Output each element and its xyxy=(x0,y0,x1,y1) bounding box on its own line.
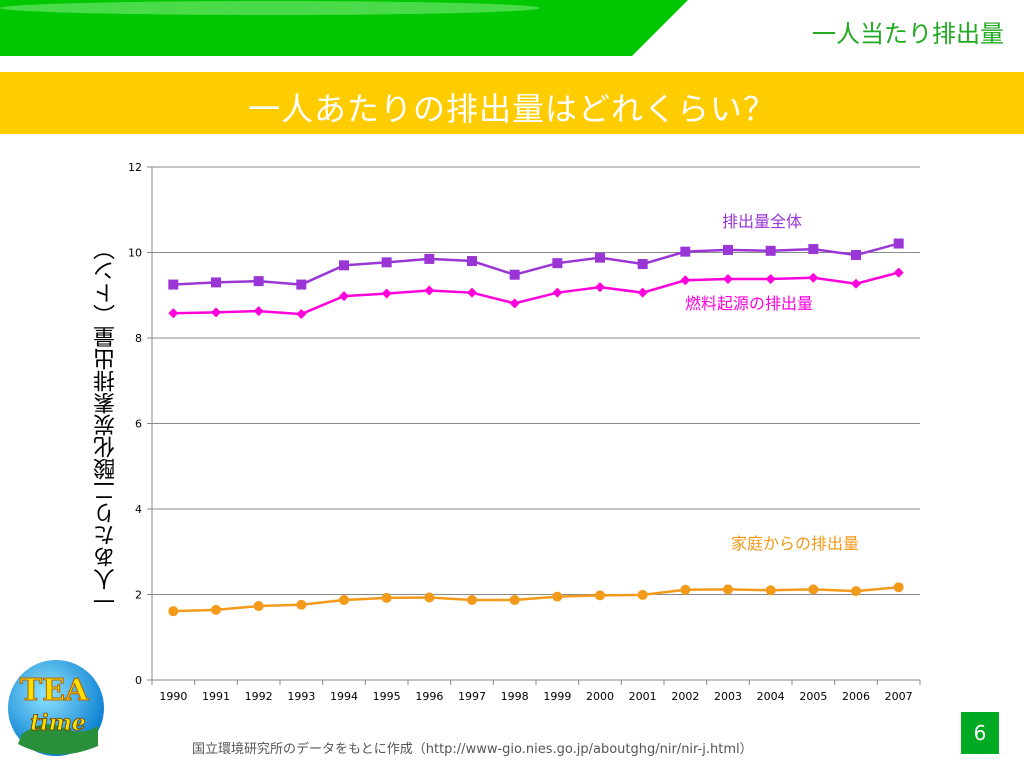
data-point xyxy=(168,606,179,617)
data-point xyxy=(851,586,861,597)
data-point xyxy=(552,287,563,298)
data-point xyxy=(808,244,819,255)
data-point xyxy=(211,604,221,615)
data-point xyxy=(509,298,520,309)
x-tick-label: 2000 xyxy=(586,690,614,703)
data-point xyxy=(467,287,477,298)
data-point xyxy=(765,585,776,596)
data-point xyxy=(637,589,648,600)
y-axis-label: 一人あたり二酸化炭素排出量（トン） xyxy=(94,238,119,613)
data-point xyxy=(296,309,307,320)
data-point xyxy=(424,592,435,603)
y-tick-label: 10 xyxy=(128,247,142,260)
data-point xyxy=(808,584,819,595)
data-point xyxy=(680,246,691,257)
y-tick-label: 2 xyxy=(135,589,142,602)
data-point xyxy=(253,276,264,287)
data-point xyxy=(680,275,691,286)
x-tick-label: 2006 xyxy=(842,690,870,703)
x-tick-label: 1990 xyxy=(159,690,187,703)
x-tick-label: 1997 xyxy=(458,690,486,703)
title-bar xyxy=(0,72,1024,134)
x-tick-label: 2003 xyxy=(714,690,742,703)
page-number: 6 xyxy=(961,712,999,754)
data-point xyxy=(211,307,221,318)
data-point xyxy=(381,592,392,603)
header-band: 一人当たり排出量 xyxy=(0,0,1024,56)
series-line xyxy=(173,242,899,286)
y-tick-label: 0 xyxy=(135,674,142,687)
data-point xyxy=(893,267,904,278)
data-point xyxy=(253,601,264,612)
data-point xyxy=(637,287,648,298)
data-point xyxy=(381,257,392,268)
data-point xyxy=(296,599,307,610)
data-point xyxy=(509,595,520,606)
x-tick-label: 1994 xyxy=(330,690,358,703)
x-tick-label: 2002 xyxy=(671,690,699,703)
x-tick-label: 2005 xyxy=(799,690,827,703)
x-tick-label: 1998 xyxy=(501,690,529,703)
x-tick-label: 1999 xyxy=(543,690,571,703)
series-label-fuel: 燃料起源の排出量 xyxy=(685,294,814,313)
svg-text:time: time xyxy=(30,710,86,736)
data-point xyxy=(765,274,776,285)
y-tick-label: 8 xyxy=(135,332,142,345)
data-point xyxy=(552,591,563,602)
x-tick-label: 1996 xyxy=(415,690,443,703)
slide-title: 一人あたりの排出量はどれくらい？ xyxy=(247,90,776,128)
data-point xyxy=(851,250,861,261)
x-tick-label: 1992 xyxy=(245,690,273,703)
data-point xyxy=(253,306,264,317)
data-point xyxy=(680,584,691,595)
x-tick-label: 1995 xyxy=(373,690,401,703)
data-point xyxy=(211,277,221,288)
line-chart: 0 2 4 6 8 10 12 1990 1991 1992 1993 1994 1995 1996 199… xyxy=(128,161,921,703)
data-point xyxy=(595,282,605,293)
series-label-total: 排出量全体 xyxy=(722,212,803,231)
data-point xyxy=(552,258,563,269)
data-point xyxy=(893,238,904,249)
data-point xyxy=(339,595,349,606)
data-point xyxy=(339,260,349,271)
data-point xyxy=(723,244,733,255)
data-point xyxy=(765,245,776,256)
y-tick-label: 6 xyxy=(135,418,142,431)
data-point xyxy=(509,269,520,280)
x-tick-label: 1991 xyxy=(202,690,230,703)
data-point xyxy=(808,272,819,283)
data-point xyxy=(467,256,477,267)
data-point xyxy=(424,253,435,264)
data-point xyxy=(723,584,733,595)
y-tick-label: 4 xyxy=(135,503,142,516)
data-point xyxy=(595,252,605,263)
section-title: 一人当たり排出量 xyxy=(812,20,1004,48)
data-point xyxy=(168,279,179,290)
data-point xyxy=(637,259,648,270)
data-point xyxy=(467,595,477,606)
data-point xyxy=(723,274,733,285)
header-decoration xyxy=(0,0,688,56)
data-point xyxy=(595,590,605,601)
x-tick-label: 2007 xyxy=(885,690,913,703)
series-label-household: 家庭からの排出量 xyxy=(731,534,860,553)
svg-text:TEA: TEA xyxy=(20,673,89,708)
source-note: 国立環境研究所のデータをもとに作成（http://www-gio.nies.go… xyxy=(192,742,753,757)
tea-time-logo: TEA time xyxy=(8,660,104,756)
data-point xyxy=(168,308,179,319)
data-point xyxy=(296,279,307,290)
y-tick-label: 12 xyxy=(128,161,142,174)
series-line xyxy=(173,585,899,613)
x-tick-label: 2004 xyxy=(757,690,785,703)
x-tick-label: 2001 xyxy=(629,690,657,703)
series-line xyxy=(173,271,899,316)
data-point xyxy=(381,288,392,299)
data-point xyxy=(893,582,904,593)
data-point xyxy=(851,278,861,289)
data-point xyxy=(339,291,349,302)
data-point xyxy=(424,285,435,296)
x-tick-label: 1993 xyxy=(287,690,315,703)
